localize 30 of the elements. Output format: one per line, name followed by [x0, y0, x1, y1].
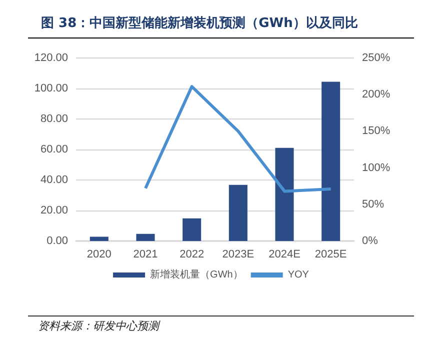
y2-tick-label: 100% [362, 162, 390, 174]
bar [90, 236, 108, 241]
y2-tick-label: 250% [362, 52, 390, 64]
x-tick-label: 2025E [314, 248, 347, 260]
y2-tick-label: 150% [362, 125, 390, 138]
y-tick-label: 20.00 [40, 204, 68, 216]
legend-label: YOY [288, 270, 310, 280]
bar [182, 218, 202, 241]
x-tick-label: 2021 [133, 248, 158, 260]
bar [275, 148, 294, 241]
x-tick-label: 2022 [180, 248, 204, 260]
x-tick-label: 2020 [86, 248, 112, 260]
y-tick-label: 120.00 [34, 52, 68, 64]
y2-tick-label: 0% [362, 235, 378, 247]
y-tick-label: 60.00 [40, 144, 68, 156]
y-tick-label: 0.00 [46, 235, 68, 247]
chart-title: 图 38：中国新型储能新增装机预测（GWh）以及同比 [41, 15, 358, 31]
legend-label: 新增装机量（GWh） [150, 268, 243, 280]
bar [322, 82, 340, 241]
text: 资料来源：研发中心预测 [38, 320, 161, 332]
x-tick-label: 2023E [222, 248, 254, 260]
y-tick-label: 80.00 [40, 113, 68, 125]
bar [136, 234, 155, 241]
y-tick-label: 40.00 [40, 174, 68, 186]
y-tick-label: 100.00 [34, 82, 68, 94]
y2-tick-label: 50% [362, 198, 384, 210]
line-series [144, 85, 332, 193]
bar [228, 184, 248, 241]
y2-tick-label: 200% [362, 88, 390, 101]
x-tick-label: 2024E [268, 248, 300, 260]
